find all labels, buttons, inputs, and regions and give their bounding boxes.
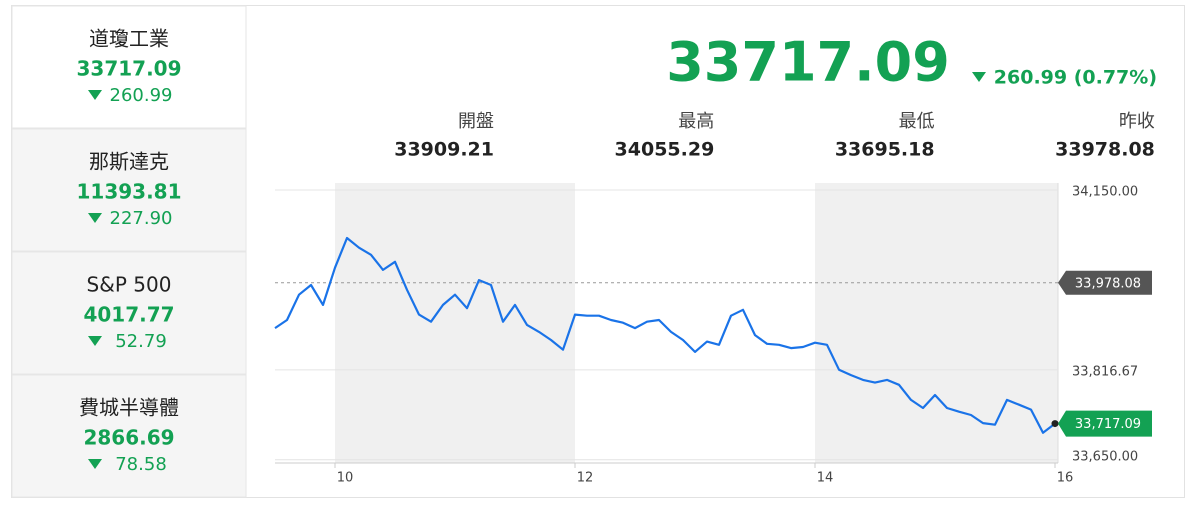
item-price: 4017.77: [83, 303, 174, 327]
x-tick-label: 16: [1057, 471, 1074, 486]
chart: 33,650.00 33,816.67 34,150.00 10 12 14 16 33,97…: [274, 183, 1152, 486]
item-change: 78.58: [115, 454, 167, 475]
item-price: 33717.09: [76, 57, 181, 81]
item-bg: [11, 128, 247, 252]
down-arrow: [88, 459, 102, 469]
item-name: 那斯達克: [89, 150, 169, 174]
y-tick-label: 33,816.67: [1072, 364, 1138, 379]
reference-label: 33,978.08: [1075, 276, 1141, 291]
down-arrow: [88, 90, 102, 100]
price-line: [274, 236, 1056, 434]
item-bg: [11, 5, 247, 129]
item-name: S&P 500: [87, 273, 172, 297]
down-arrow: [88, 336, 102, 346]
sidebar-item[interactable]: 那斯達克 11393.81 227.90: [11, 128, 247, 252]
stat-label: 最高: [678, 111, 714, 132]
stat-label: 最低: [899, 111, 935, 132]
stat-label: 昨收: [1119, 111, 1155, 132]
item-change: 227.90: [110, 208, 173, 229]
stats: 開盤 33909.21 最高 34055.29 最低 33695.18 昨收 33978.08: [394, 111, 1155, 161]
last-label: 33,717.09: [1075, 417, 1141, 432]
sidebar: 道瓊工業 33717.09 260.99 那斯達克 11393.81 227.90 S&P …: [11, 5, 247, 498]
sidebar-item[interactable]: S&P 500 4017.77 52.79: [11, 251, 247, 375]
header-price: 33717.09: [666, 31, 950, 94]
y-tick-label: 33,650.00: [1072, 450, 1138, 465]
item-name: 費城半導體: [79, 396, 179, 420]
last-point: [1051, 420, 1059, 428]
header-change: 260.99 (0.77%): [994, 67, 1157, 89]
stat-value: 33909.21: [394, 139, 494, 161]
stat-label: 開盤: [458, 111, 494, 132]
reference-badge: [1058, 270, 1152, 295]
shade-band: [815, 183, 1058, 463]
down-arrow: [88, 213, 102, 223]
last-badge: [1058, 410, 1152, 437]
item-bg: [11, 374, 247, 498]
down-arrow: [972, 72, 986, 82]
item-price: 11393.81: [76, 180, 181, 204]
item-price: 2866.69: [83, 426, 174, 450]
x-tick-label: 14: [817, 471, 834, 486]
item-bg: [11, 251, 247, 375]
x-tick-label: 10: [337, 471, 354, 486]
stat-value: 33978.08: [1055, 139, 1155, 161]
stat-value: 33695.18: [835, 139, 935, 161]
sidebar-item[interactable]: 費城半導體 2866.69 78.58: [11, 374, 247, 498]
item-change: 260.99: [110, 85, 173, 106]
item-change: 52.79: [115, 331, 167, 352]
y-tick-label: 34,150.00: [1072, 185, 1138, 200]
x-tick-label: 12: [577, 471, 594, 486]
item-name: 道瓊工業: [89, 27, 169, 51]
sidebar-item[interactable]: 道瓊工業 33717.09 260.99: [11, 5, 247, 129]
shade-band: [335, 183, 575, 463]
stat-value: 34055.29: [615, 139, 715, 161]
